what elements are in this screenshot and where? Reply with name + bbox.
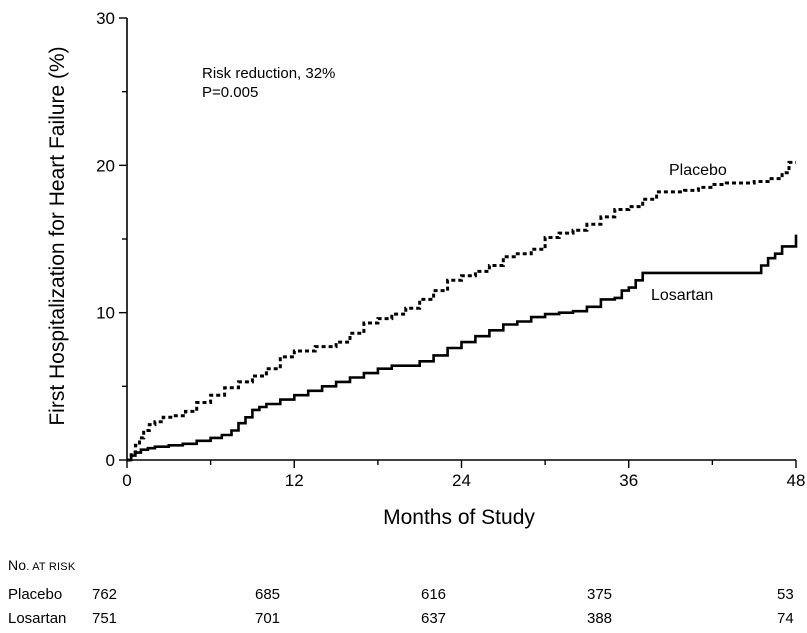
risk-cell: 762 bbox=[92, 586, 118, 603]
risk-row-label-losartan: Losartan bbox=[8, 610, 67, 627]
risk-cell: 53 bbox=[777, 586, 794, 603]
x-tick-label: 12 bbox=[285, 471, 304, 490]
risk-cell: 388 bbox=[587, 610, 613, 627]
series-label-placebo: Placebo bbox=[669, 162, 727, 179]
series-layer bbox=[127, 160, 798, 462]
y-tick-label: 10 bbox=[96, 304, 115, 323]
risk-cell: 637 bbox=[421, 610, 447, 627]
risk-table-header: No. at Risk bbox=[8, 557, 75, 573]
series-line-placebo bbox=[127, 160, 796, 462]
risk-cell: 616 bbox=[421, 586, 447, 603]
y-axis-title: First Hospitalization for Heart Failure … bbox=[46, 46, 69, 425]
risk-cell: 74 bbox=[777, 610, 794, 627]
x-tick-label: 24 bbox=[452, 471, 471, 490]
km-chart: 0 12 24 36 48 0 10 20 30 Risk reduction, 32% P=0… bbox=[46, 9, 805, 529]
risk-row-label-placebo: Placebo bbox=[8, 586, 63, 603]
x-axis-title: Months of Study bbox=[383, 506, 535, 529]
y-tick-label: 30 bbox=[96, 9, 115, 28]
risk-header-rest: . at Risk bbox=[26, 561, 76, 573]
x-tick-label: 0 bbox=[122, 471, 131, 490]
y-tick-label: 0 bbox=[106, 451, 115, 470]
x-tick-label: 36 bbox=[619, 471, 638, 490]
x-tick-label: 48 bbox=[787, 471, 806, 490]
risk-cell: 751 bbox=[92, 610, 118, 627]
annotation-p-value: P=0.005 bbox=[202, 84, 258, 101]
annotation-risk-reduction: Risk reduction, 32% bbox=[202, 65, 335, 82]
risk-header-first: No bbox=[8, 557, 27, 573]
y-tick-label: 20 bbox=[96, 156, 115, 175]
series-label-losartan: Losartan bbox=[651, 287, 713, 304]
risk-cell: 375 bbox=[587, 586, 613, 603]
axes: 0 12 24 36 48 0 10 20 30 bbox=[96, 9, 805, 490]
risk-cell: 685 bbox=[255, 586, 281, 603]
series-line-losartan bbox=[127, 234, 798, 462]
risk-cell: 701 bbox=[255, 610, 281, 627]
